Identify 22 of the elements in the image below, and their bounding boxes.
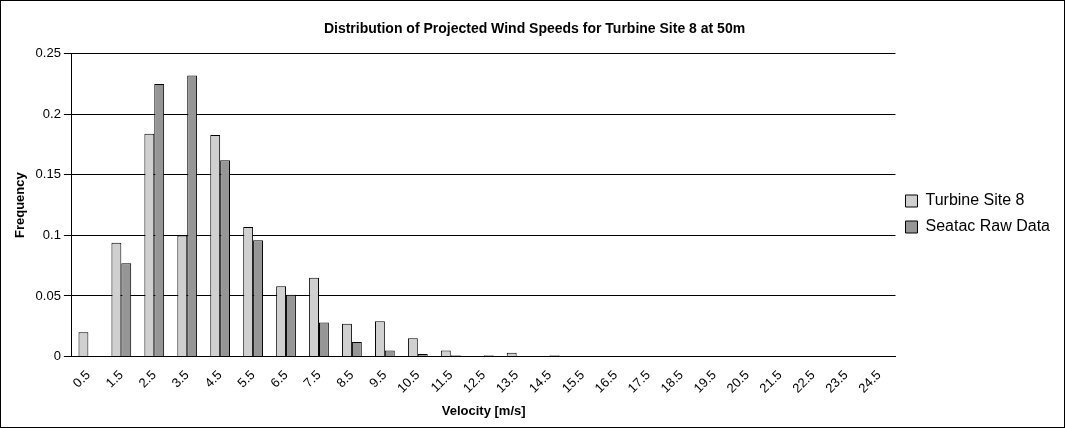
y-axis-title: Frequency — [12, 171, 28, 239]
x-axis-title: Velocity [m/s] — [441, 402, 526, 418]
x-tick-label: 3.5 — [168, 367, 192, 391]
x-tick-label: 1.5 — [102, 367, 126, 391]
y-tick-label: 0.15 — [35, 166, 61, 182]
y-tick-label: 0.1 — [42, 226, 61, 242]
x-tick-label: 4.5 — [201, 367, 225, 391]
x-tick-label: 2.5 — [135, 367, 159, 391]
x-tick-label: 7.5 — [300, 367, 324, 391]
y-tick-label: 0 — [53, 348, 61, 364]
y-tick-label: 0.2 — [42, 105, 61, 121]
legend-label: Turbine Site 8 — [925, 191, 1025, 209]
x-tick-label: 6.5 — [267, 367, 291, 391]
x-tick-label: 8.5 — [333, 367, 357, 391]
x-tick-label: 9.5 — [366, 367, 390, 391]
x-tick-label: 11.5 — [427, 367, 456, 395]
chart-title: Distribution of Projected Wind Speeds for Turbine Site 8 at 50m — [323, 20, 746, 37]
y-tick-label: 0.05 — [35, 287, 61, 303]
legend-label: Seatac Raw Data — [925, 217, 1051, 235]
x-tick-label: 0.5 — [69, 367, 94, 391]
x-tick-label: 5.5 — [234, 367, 258, 391]
y-tick-label: 0.25 — [35, 45, 61, 61]
